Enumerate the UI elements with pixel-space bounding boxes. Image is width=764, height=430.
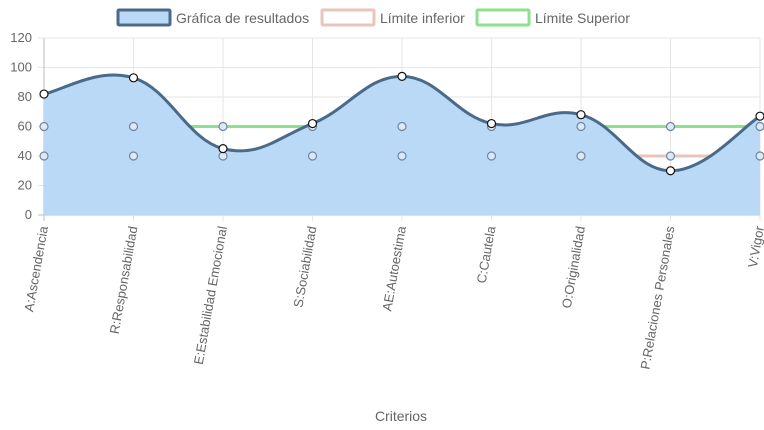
data-point[interactable]: [128, 151, 139, 161]
legend-swatch: [116, 8, 172, 27]
data-point[interactable]: [218, 144, 228, 154]
x-tick-label: V:Vigor: [745, 224, 764, 269]
legend-item[interactable]: Límite Superior: [475, 8, 630, 27]
legend-label: Límite Superior: [535, 10, 630, 26]
x-tick-label: AE:Autoestima: [379, 224, 409, 312]
data-point[interactable]: [486, 151, 497, 161]
x-tick-label: E:Estabilidad Emocional: [191, 225, 230, 366]
data-point[interactable]: [755, 151, 764, 161]
x-tick-label: P:Relaciones Personales: [637, 224, 677, 370]
data-point[interactable]: [665, 166, 676, 176]
y-tick-label: 0: [25, 207, 32, 222]
legend-swatch: [320, 8, 376, 27]
legend-label: Límite inferior: [380, 10, 465, 26]
x-tick-label: C:Cautela: [474, 224, 499, 284]
x-tick-label: R:Responsabilidad: [107, 225, 141, 335]
y-tick-label: 20: [18, 178, 32, 193]
data-point[interactable]: [39, 121, 49, 132]
legend-item[interactable]: Gráfica de resultados: [116, 8, 309, 27]
y-tick-label: 100: [10, 60, 32, 75]
y-tick-label: 80: [18, 89, 32, 104]
series-points-1: [39, 151, 764, 161]
data-point[interactable]: [307, 151, 318, 161]
data-point[interactable]: [39, 89, 49, 99]
y-tick-label: 40: [18, 148, 32, 163]
data-point[interactable]: [665, 151, 676, 161]
data-point[interactable]: [397, 121, 407, 132]
data-point[interactable]: [486, 118, 497, 129]
series-0: [42, 73, 762, 216]
legend: Gráfica de resultados Límite inferior Lími…: [116, 8, 630, 27]
legend-swatch: [475, 8, 531, 27]
series-layer: [39, 71, 764, 216]
legend-item[interactable]: Límite inferior: [320, 8, 465, 27]
data-point[interactable]: [397, 151, 407, 161]
data-point[interactable]: [218, 121, 228, 132]
data-point[interactable]: [576, 110, 586, 120]
data-point[interactable]: [755, 121, 764, 132]
series-area: [44, 74, 760, 216]
data-point[interactable]: [397, 71, 407, 81]
x-tick-label: A:Ascendencia: [21, 224, 51, 313]
y-tick-label: 60: [18, 119, 32, 134]
data-point[interactable]: [39, 151, 49, 161]
y-tick-label: 120: [10, 30, 32, 45]
y-axis: 0 20 40 60 80 100 120: [10, 30, 32, 222]
legend-label: Gráfica de resultados: [176, 10, 309, 26]
data-point[interactable]: [755, 111, 764, 121]
data-point[interactable]: [576, 151, 586, 161]
data-point[interactable]: [128, 121, 139, 132]
data-point[interactable]: [307, 118, 318, 129]
data-point[interactable]: [128, 73, 139, 83]
data-point[interactable]: [665, 121, 676, 132]
x-tick-label: O:Originalidad: [559, 225, 588, 309]
series-points-0: [39, 71, 764, 176]
x-axis-title: Criterios: [375, 408, 427, 424]
x-tick-label: S:Sociabilidad: [290, 225, 319, 309]
data-point[interactable]: [576, 121, 586, 132]
x-axis: A:Ascendencia R:Responsabilidad E:Estabili…: [21, 224, 764, 370]
